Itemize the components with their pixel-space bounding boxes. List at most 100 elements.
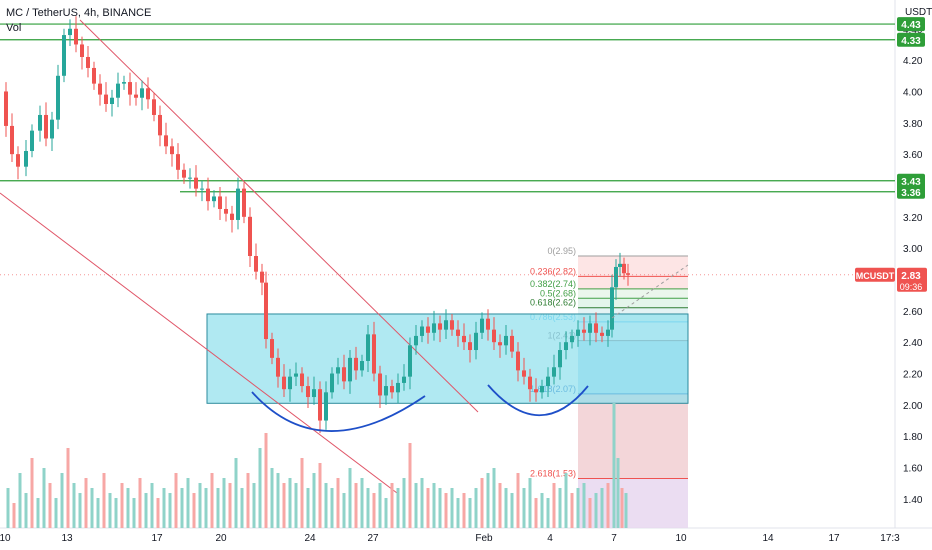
volume-bar — [558, 488, 562, 528]
x-tick-label: 4 — [547, 533, 553, 544]
volume-bar — [174, 473, 178, 528]
volume-bar — [438, 488, 442, 528]
candle-body — [134, 94, 138, 98]
candle-body — [588, 323, 592, 333]
chart-title: MC / TetherUS, 4h, BINANCE — [6, 7, 152, 19]
volume-bar — [234, 458, 238, 528]
volume-bar — [114, 498, 118, 528]
volume-bar — [216, 488, 220, 528]
volume-bar — [90, 488, 94, 528]
fib-level-label: 0.5(2.68) — [540, 288, 576, 298]
volume-bar — [30, 458, 34, 528]
y-tick-label: 3.60 — [903, 150, 923, 161]
level-price-label: 3.36 — [901, 188, 921, 199]
volume-bar — [528, 478, 532, 528]
candle-body — [396, 382, 400, 393]
volume-bar — [162, 488, 166, 528]
x-tick-label: 10 — [0, 533, 11, 544]
volume-bar — [354, 483, 358, 528]
volume-bar — [516, 473, 520, 528]
candle-body — [116, 83, 120, 98]
candle-body — [342, 367, 346, 382]
volume-bar — [312, 473, 316, 528]
rounded-bottom-arc-left — [251, 391, 426, 432]
symbol-badge-label: MCUSDT — [856, 271, 895, 281]
candle-body — [152, 99, 156, 115]
candle-body — [212, 196, 216, 202]
countdown-label: 09:36 — [900, 282, 923, 292]
volume-bar — [294, 483, 298, 528]
candle-body — [4, 91, 8, 126]
y-tick-label: 2.20 — [903, 370, 923, 381]
candle-body — [622, 263, 626, 274]
volume-bar — [348, 468, 352, 528]
candle-body — [540, 386, 544, 393]
candle-body — [98, 83, 102, 95]
volume-bar — [612, 403, 616, 528]
volume-bar — [414, 483, 418, 528]
candle-body — [50, 119, 54, 139]
candle-body — [44, 114, 48, 139]
candle-body — [348, 357, 352, 382]
symbol-badge — [855, 267, 895, 282]
current-price-badge — [897, 267, 927, 292]
candle-body — [408, 345, 412, 377]
x-tick-label: 20 — [215, 533, 227, 544]
x-tick-label: 24 — [304, 533, 316, 544]
candle-body — [474, 332, 478, 351]
volume-bar — [462, 493, 466, 528]
y-tick-label: 1.60 — [903, 464, 923, 475]
candle-body — [558, 350, 562, 368]
candle-body — [438, 323, 442, 330]
volume-bar — [576, 488, 580, 528]
candle-body — [146, 88, 150, 100]
x-tick-label: 7 — [611, 533, 617, 544]
candle-body — [378, 373, 382, 396]
volume-bar — [342, 493, 346, 528]
candle-body — [462, 335, 466, 343]
volume-bar — [468, 498, 472, 528]
candle-body — [618, 263, 622, 267]
candle-body — [38, 114, 42, 131]
candle-body — [10, 125, 14, 155]
candle-body — [248, 216, 252, 256]
candle-body — [576, 329, 580, 336]
volume-bar — [168, 493, 172, 528]
volume-bar — [378, 483, 382, 528]
candle-body — [140, 88, 144, 98]
candle-body — [104, 94, 108, 105]
volume-bar — [546, 498, 550, 528]
candle-body — [390, 386, 394, 393]
candle-body — [276, 357, 280, 377]
candle-body — [570, 335, 574, 343]
volume-bar — [186, 478, 190, 528]
candle-body — [288, 376, 292, 390]
volume-bar — [78, 493, 82, 528]
volume-bar — [42, 468, 46, 528]
volume-bar — [504, 488, 508, 528]
y-tick-label: 4.00 — [903, 87, 923, 98]
volume-bar — [252, 483, 256, 528]
volume-bar — [540, 493, 544, 528]
candle-body — [270, 339, 274, 358]
volume-bar — [426, 488, 430, 528]
volume-bar — [570, 493, 574, 528]
fib-level-label: 0.618(2.62) — [530, 298, 576, 308]
candle-body — [606, 329, 610, 336]
y-tick-label: 3.80 — [903, 119, 923, 130]
volume-bar — [144, 493, 148, 528]
volume-bar — [620, 488, 624, 528]
candle-body — [16, 154, 20, 167]
candle-body — [200, 188, 204, 190]
candle-body — [336, 367, 340, 374]
fib-zone — [578, 276, 688, 289]
volume-bar — [96, 498, 100, 528]
volume-bar — [456, 498, 460, 528]
candle-body — [312, 389, 316, 398]
volume-bar — [54, 498, 58, 528]
volume-bar — [120, 483, 124, 528]
candle-body — [372, 334, 376, 374]
volume-bar — [180, 488, 184, 528]
